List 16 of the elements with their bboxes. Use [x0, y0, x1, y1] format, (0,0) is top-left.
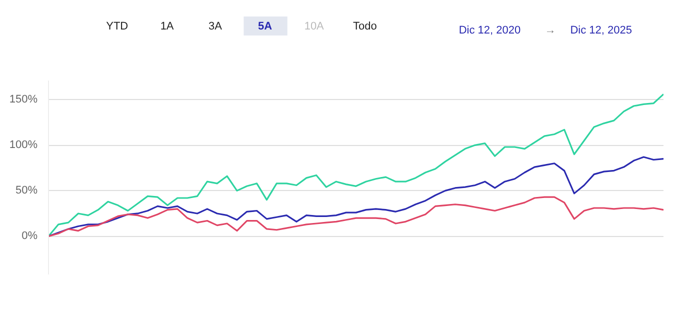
line-series	[48, 196, 664, 238]
text: Todo	[352, 20, 377, 32]
text: →	[544, 24, 556, 36]
text: Dic 12, 2020	[458, 24, 521, 36]
line-series	[48, 93, 664, 238]
text: Dic 12, 2025	[570, 24, 632, 36]
text: YTD	[106, 20, 128, 32]
text: 1A	[160, 20, 174, 32]
y-tick-label: 0%	[22, 230, 38, 242]
text: 10A	[304, 20, 325, 32]
y-tick-label: 100%	[9, 139, 38, 152]
text: 5A	[258, 20, 272, 32]
y-tick-label: 150%	[9, 94, 38, 106]
line-series	[48, 156, 664, 238]
y-tick-label: 50%	[15, 184, 38, 197]
text: 3A	[208, 20, 223, 32]
